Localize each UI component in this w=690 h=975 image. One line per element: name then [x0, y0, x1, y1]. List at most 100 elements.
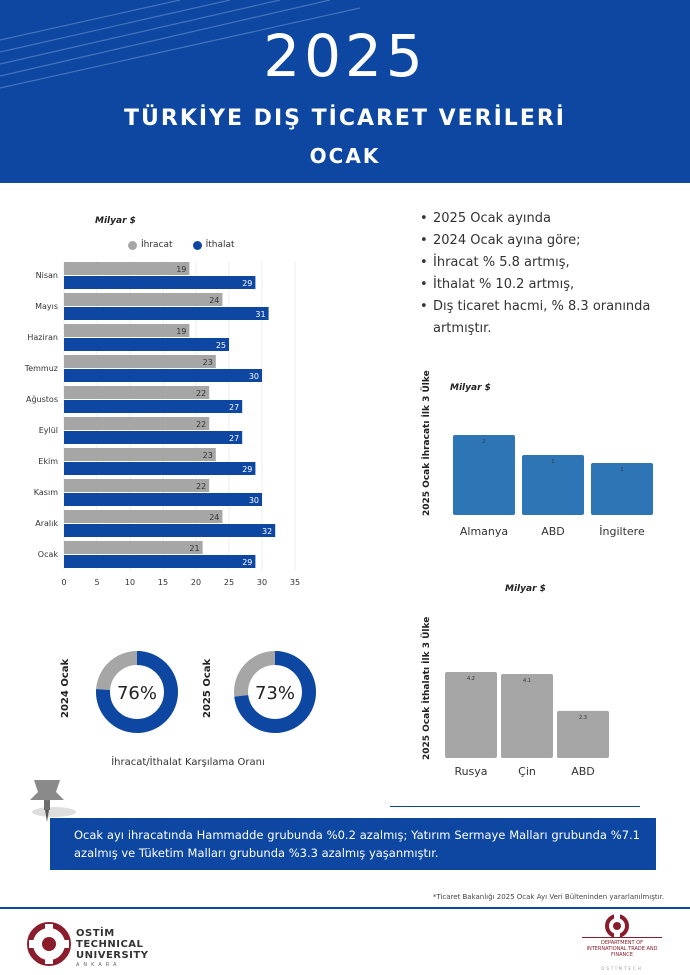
bar-value-label: 22: [196, 389, 206, 398]
category-label: Ocak: [38, 550, 59, 559]
info-banner-text: Ocak ayı ihracatında Hammadde grubunda %…: [74, 828, 640, 860]
hbar-legend: İhracat İthalat: [128, 240, 235, 250]
import-bar: [64, 338, 229, 351]
summary-bullets: 2025 Ocak ayında 2024 Ocak ayına göre; İ…: [420, 208, 680, 340]
bar-value-label: 4.1: [523, 678, 531, 684]
bar-value-label: 24: [209, 296, 219, 305]
bar-value-label: 31: [255, 310, 265, 319]
x-tick-label: 5: [94, 578, 99, 585]
dept-logo-icon: [605, 914, 629, 938]
header-banner: 2025 TÜRKİYE DIŞ TİCARET VERİLERİ OCAK: [0, 0, 690, 183]
bar-value-label: 22: [196, 420, 206, 429]
export-top3-bar-chart: 2 Almanya 1 ABD 1 İngiltere: [453, 435, 653, 538]
legend-export-swatch: [128, 240, 137, 250]
bar-value-label: 24: [209, 513, 219, 522]
export-bar: [64, 448, 216, 461]
import-bar: [64, 400, 243, 413]
category-label: Ağustos: [26, 395, 58, 404]
bar-value-label: 27: [229, 434, 239, 443]
bar-value-label: 25: [216, 341, 226, 350]
country-bar: [522, 455, 584, 515]
bar-value-label: 30: [249, 496, 259, 505]
donut-value-arc: [234, 651, 316, 733]
export-chart-ylabel: 2025 Ocak İhracatı İlk 3 Ülke: [422, 370, 432, 516]
country-label: ABD: [571, 765, 595, 778]
page-subtitle: OCAK: [309, 144, 381, 168]
country-label: İngiltere: [599, 525, 645, 538]
header-decor-lines: [0, 0, 360, 89]
source-footnote: *Ticaret Bakanlığı 2025 Ocak Ayı Veri Bü…: [432, 893, 664, 901]
dept-logo-text: DEPARTMENT OF INTERNATIONAL TRADE AND FI…: [586, 940, 658, 958]
import-bar: [64, 276, 256, 289]
x-tick-label: 30: [257, 578, 267, 585]
x-tick-label: 10: [125, 578, 135, 585]
bullet-item: Dış ticaret hacmi, % 8.3 oranında artmış…: [420, 296, 680, 340]
ostim-logo-sub: ANKARA: [76, 962, 121, 968]
category-label: Eylül: [39, 426, 58, 435]
dept-logo-rule: [582, 937, 662, 938]
bar-value-label: 29: [242, 558, 252, 567]
import-bar: [64, 493, 262, 506]
country-bar: [453, 435, 515, 515]
ostim-logo-icon: [27, 922, 71, 966]
bar-value-label: 19: [176, 265, 186, 274]
bar-value-label: 2.3: [579, 715, 587, 721]
page-year: 2025: [263, 22, 427, 90]
bar-value-label: 32: [262, 527, 272, 536]
import-bar: [64, 555, 256, 568]
page-title: TÜRKİYE DIŞ TİCARET VERİLERİ: [124, 106, 566, 131]
category-label: Nisan: [36, 271, 58, 280]
dept-logo-sub: OSTİMTECH: [601, 966, 643, 971]
export-bar: [64, 510, 223, 523]
bar-value-label: 2: [482, 439, 485, 445]
x-tick-label: 0: [61, 578, 66, 585]
legend-import-swatch: [192, 240, 202, 250]
import-bar: [64, 431, 243, 444]
bar-value-label: 1: [551, 459, 554, 465]
import-bar: [64, 462, 256, 475]
import-top3-bar-chart: 4.2 Rusya 4.1 Çin 2.3 ABD: [445, 672, 609, 778]
bar-value-label: 4.2: [467, 676, 475, 682]
export-bar: [64, 417, 210, 430]
export-bar: [64, 479, 210, 492]
export-unit-label: Milyar $: [450, 383, 491, 393]
bar-value-label: 23: [203, 358, 213, 367]
bullet-item: İhracat % 5.8 artmış,: [420, 252, 680, 274]
donut-percent-label: 73%: [255, 683, 295, 704]
import-chart-ylabel: 2025 Ocak İthalatı İlk 3 Ülke: [422, 616, 432, 760]
import-bar: [64, 524, 276, 537]
footer-rule: [0, 907, 690, 909]
ostim-line2: TECHNICAL: [76, 939, 144, 950]
bar-value-label: 22: [196, 482, 206, 491]
x-tick-label: 15: [158, 578, 168, 585]
bar-value-label: 21: [189, 544, 199, 553]
category-label: Kasım: [34, 488, 58, 497]
bar-value-label: 27: [229, 403, 239, 412]
pushpin-icon: [30, 780, 76, 822]
bullet-item: 2024 Ocak ayına göre;: [420, 230, 680, 252]
category-label: Ekim: [38, 457, 58, 466]
country-label: ABD: [541, 525, 565, 538]
country-bar: [591, 463, 653, 515]
bar-value-label: 1: [620, 467, 623, 473]
import-bar: [64, 307, 269, 320]
category-label: Haziran: [27, 333, 58, 342]
bar-value-label: 29: [242, 465, 252, 474]
donut-caption: İhracat/İthalat Karşılama Oranı: [111, 757, 265, 768]
x-tick-label: 20: [191, 578, 201, 585]
donut-value-arc: [96, 651, 178, 733]
monthly-trade-bar-chart: Nisan 19 29 Mayıs 24 31 Haziran 19 25 Temmuz 23 30 A…: [24, 261, 300, 585]
export-bar: [64, 355, 216, 368]
bullet-item: 2025 Ocak ayında: [420, 208, 680, 230]
country-label: Çin: [518, 765, 536, 778]
donut-2024-label: 2024 Ocak: [60, 658, 71, 718]
banner-top-rule: [390, 806, 640, 807]
export-bar: [64, 262, 190, 275]
export-bar: [64, 324, 190, 337]
category-label: Aralık: [35, 519, 58, 528]
bar-value-label: 29: [242, 279, 252, 288]
donut-percent-label: 76%: [117, 683, 157, 704]
info-banner: [50, 818, 656, 870]
country-bar: [445, 672, 497, 758]
country-bar: [501, 674, 553, 758]
